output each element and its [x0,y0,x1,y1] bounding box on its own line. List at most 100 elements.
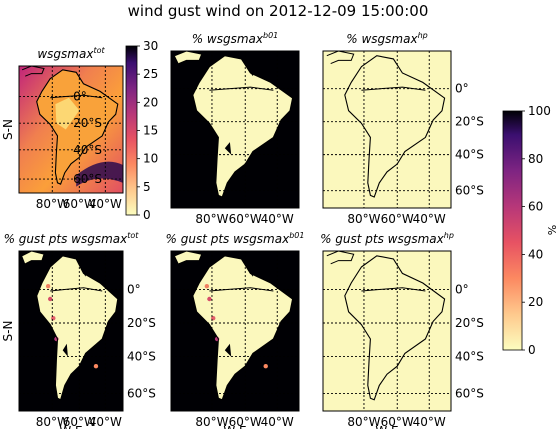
xtick-label: 40°W [89,415,122,429]
gust-point [51,316,56,321]
xtick-label: 40°W [413,212,446,226]
xtick-label: 80°W [347,415,380,429]
xtick-label: 60°W [381,212,414,226]
map-background [323,251,451,411]
xlabel: W-E [375,424,398,429]
map-panel-5: 80°W60°W40°W % gust pts wsgsmaxb01 W-E [166,231,305,429]
map-frame [18,65,124,194]
shared-colorbar-tick-label: 100 [528,104,551,118]
panel-title: % gust pts wsgsmaxhp [320,231,454,246]
map-frame [322,50,452,209]
inland-mask [247,66,256,77]
ytick-label: 40°S [127,350,156,364]
shared-colorbar: 0 20 40 60 80 100 % [502,104,557,357]
ytick-label: 20°S [73,116,102,130]
colorbar-tick-label: 30 [143,39,158,53]
xtick-label: 60°W [381,415,414,429]
coastline-central-america [174,50,203,65]
xtick-label: 60°W [63,415,96,429]
map-frame [170,250,300,412]
panel-title: % wsgsmaxhp [346,31,427,46]
xtick-label: 40°W [89,197,122,211]
gust-point [48,296,53,302]
colorbar-gradient [125,45,138,216]
ylabel: S-N [1,119,15,140]
map-panel-6: 80°W 60°W40°W 0° 20°S 40°S 60°S % gust pts wsg… [320,231,484,429]
xlabel: W-E [59,424,82,429]
shared-colorbar-gradient [502,110,523,351]
xtick-label: 40°W [261,212,294,226]
river-line [209,86,274,91]
map-panel-4: 80°W60°W40°W 0° 20°S 40°S 60°S % gust pts wsg… [1,231,156,429]
xlabel: W-E [223,424,246,429]
xtick-label: 60°W [229,212,262,226]
coastline-central-america [326,50,355,65]
xtick-label: 80°W [36,197,69,211]
map-frame [18,250,124,412]
coastline-central-america [326,250,355,265]
ytick-label: 60°S [455,386,484,400]
ytick-label: 20°S [455,316,484,330]
ytick-label: 40°S [455,148,484,162]
map-frame [170,50,300,209]
map-panel-3: 80°W 60°W40°W 0° 20°S 40°S 60°S % wsgsmaxhp [322,31,484,226]
shared-colorbar-tick-label: 20 [528,295,543,309]
ytick-label: 0° [455,282,469,296]
ytick-label: 20°S [127,316,156,330]
gust-point [45,284,51,289]
colorbar-tick-label: 10 [143,152,158,166]
panel-title: wsgsmaxtot [37,46,105,61]
ytick-label: 40°S [455,350,484,364]
xtick-label: 60°W [229,415,262,429]
gust-band [76,161,123,187]
panel-title: % gust pts wsgsmaxtot [4,231,140,246]
colorbar-tick-label: 0 [143,208,151,222]
shared-colorbar-tick-label: 60 [528,200,543,214]
ytick-label: 60°S [455,184,484,198]
xtick-label: 40°W [261,415,294,429]
inland-mask [224,142,232,155]
inland-mask [224,343,232,357]
inland-mask [62,343,68,357]
panel-title: % wsgsmaxb01 [192,31,279,46]
ytick-label: 60°S [73,172,102,186]
xtick-label: 80°W [195,415,228,429]
continent-fill [36,255,118,400]
ytick-label: 20°S [455,115,484,129]
coastline [36,69,119,185]
shared-colorbar-label: % [546,225,557,235]
inland-mask [247,267,256,277]
figure-title: wind gust wind on 2012-12-09 15:00:00 [128,2,429,20]
colorbar-tick-label: 5 [143,180,151,194]
map-background [323,51,451,208]
xtick-label: 80°W [36,415,69,429]
xtick-label: 80°W [195,212,228,226]
coastline [344,255,446,401]
gust-point [207,296,212,302]
ytick-label: 0° [455,82,469,96]
coastline [192,255,294,401]
inland-mask [81,267,88,277]
low-wind-area [55,97,80,130]
coastline [344,55,446,198]
ytick-label: 40°S [73,143,102,157]
ytick-label: 60°S [127,386,156,400]
central-america-fill [174,51,202,64]
coastline [192,55,294,198]
river-line [361,86,426,91]
river-line [209,287,274,292]
continent-fill [192,55,293,198]
shared-colorbar-tick-label: 40 [528,247,543,261]
panel-title: % gust pts wsgsmaxb01 [166,231,305,246]
coastline-central-america [21,250,45,265]
xtick-label: 80°W [347,212,380,226]
map-panel-2: 80°W 60°W40°W % wsgsmaxb01 [170,31,300,226]
gust-point [93,364,99,369]
map-frame [322,250,452,412]
ytick-label: 0° [73,89,87,103]
colorbar-tick-label: 25 [143,67,158,81]
ytick-label: 0° [127,282,141,296]
gust-point [204,284,210,289]
shared-colorbar-tick-label: 0 [528,343,536,357]
